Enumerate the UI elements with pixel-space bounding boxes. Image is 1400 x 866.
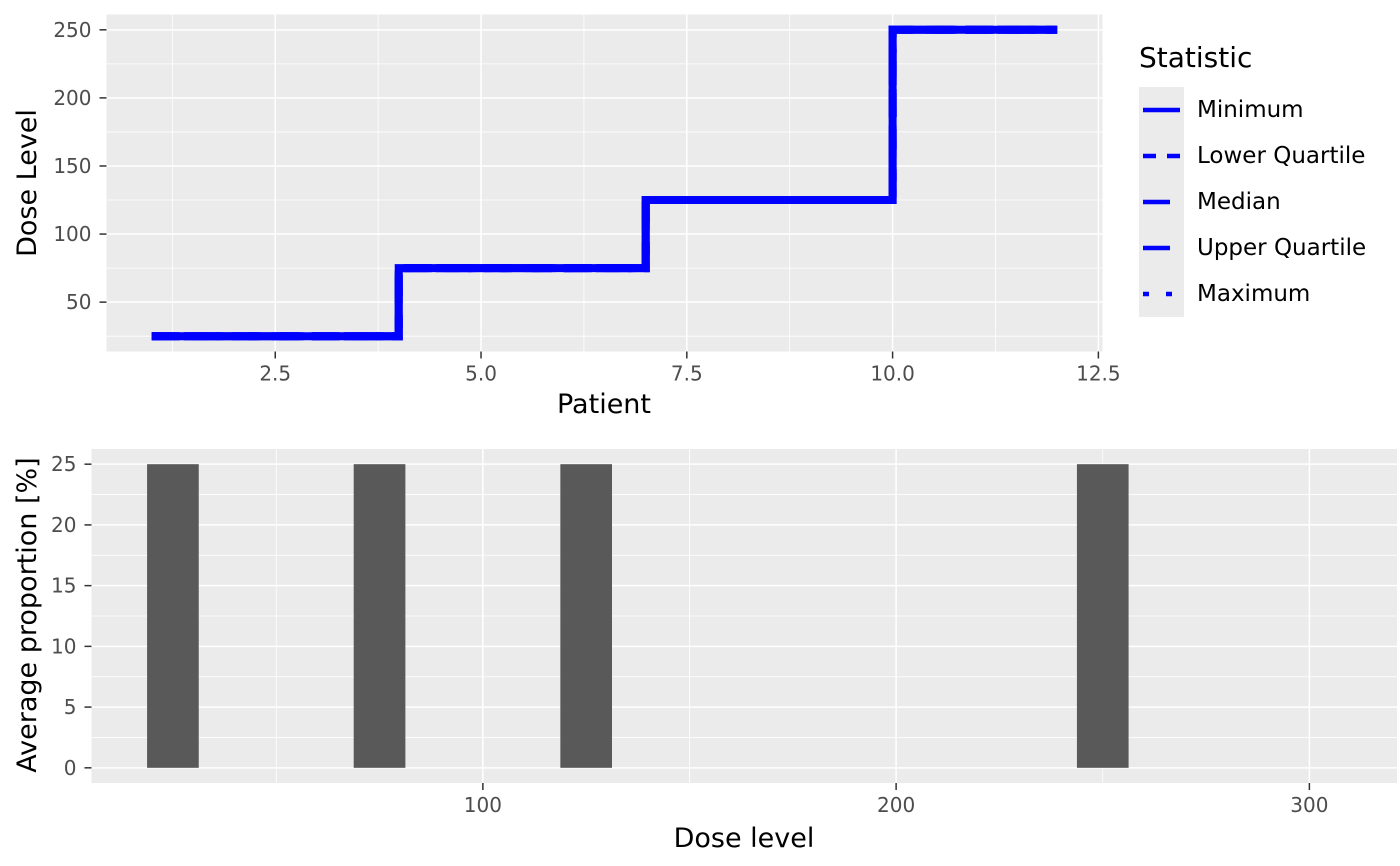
- legend-statistic: Statistic Minimum Lower Quartile Median Upp…: [1139, 42, 1366, 317]
- x-tick-label: 7.5: [671, 362, 703, 386]
- legend-entry-upper-quartile: Upper Quartile: [1139, 225, 1366, 271]
- legend-entry-lower-quartile: Lower Quartile: [1139, 133, 1366, 179]
- panel-background: [106, 14, 1103, 352]
- x-tick-label: 300: [1290, 793, 1328, 817]
- y-tick-label: 100: [53, 222, 91, 246]
- x-tick-label: 100: [464, 793, 502, 817]
- x-tick-label: 12.5: [1076, 362, 1121, 386]
- y-tick-label: 50: [66, 290, 91, 314]
- x-tick-label: 10.0: [870, 362, 915, 386]
- y-tick-label: 150: [53, 154, 91, 178]
- y-tick-label: 250: [53, 18, 91, 42]
- step-chart: 2.5 5.0 7.5 10.0 12.5 50 100 150 200 250 Patient …: [12, 14, 1366, 420]
- bar-dose-250: [1076, 464, 1129, 768]
- step-line-maximum: [151, 25, 1058, 341]
- y-tick-label: 0: [64, 756, 77, 780]
- x-axis-title-patient: Patient: [556, 389, 652, 420]
- x-axis-title-dose-level: Dose level: [673, 823, 815, 854]
- legend-entry-label: Median: [1197, 189, 1281, 215]
- legend-entry-label: Minimum: [1197, 97, 1304, 123]
- bar-dose-125: [560, 464, 613, 768]
- x-tick-label: 2.5: [259, 362, 291, 386]
- legend-entries: Minimum Lower Quartile Median Upper Quartil…: [1139, 87, 1366, 317]
- x-tick-label: 5.0: [465, 362, 497, 386]
- legend-key-dotted-line-icon: [1139, 271, 1184, 317]
- legend-key-solid-line-icon: [1139, 87, 1184, 133]
- bar-dose-75: [353, 464, 406, 768]
- step-chart-plot: 2.5 5.0 7.5 10.0 12.5 50 100 150 200 250: [53, 14, 1121, 386]
- y-tick-label: 10: [51, 634, 76, 658]
- legend-title: Statistic: [1139, 41, 1253, 74]
- y-tick-label: 25: [51, 452, 76, 476]
- legend-entry-label: Maximum: [1197, 281, 1311, 307]
- bar-dose-25: [147, 464, 199, 768]
- legend-entry-label: Lower Quartile: [1197, 143, 1366, 169]
- legend-key-longdash-line-icon: [1139, 225, 1184, 271]
- y-tick-label: 200: [53, 86, 91, 110]
- y-tick-label: 5: [64, 695, 77, 719]
- legend-key-longdash-line-icon: [1139, 179, 1184, 225]
- y-tick-label: 15: [51, 574, 76, 598]
- legend-entry-minimum: Minimum: [1139, 87, 1366, 133]
- y-axis-title-average-proportion: Average proportion [%]: [12, 457, 43, 773]
- legend-entry-maximum: Maximum: [1139, 271, 1366, 317]
- y-tick-label: 20: [51, 513, 76, 537]
- x-tick-label: 200: [877, 793, 915, 817]
- legend-key-dashed-line-icon: [1139, 133, 1184, 179]
- legend-entry-label: Upper Quartile: [1197, 235, 1367, 261]
- bar-chart: 100 200 300 0 5 10 15 20 25 Dose level Average p…: [0, 433, 1400, 866]
- bar-chart-plot: 100 200 300 0 5 10 15 20 25: [51, 449, 1397, 817]
- y-axis-title-dose-level: Dose Level: [12, 109, 43, 257]
- legend-entry-median: Median: [1139, 179, 1366, 225]
